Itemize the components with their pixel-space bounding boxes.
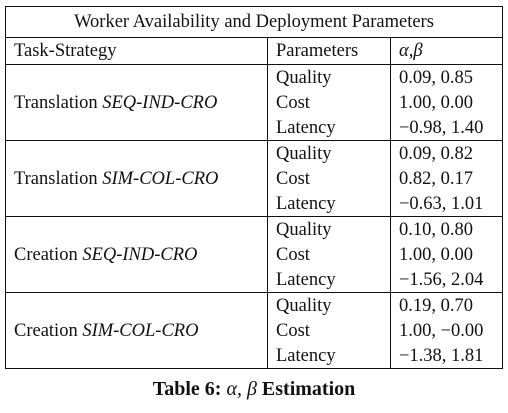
strategy-name: SIM-COL-CRO <box>82 320 199 341</box>
header-alpha-beta: α,β <box>390 37 503 65</box>
header-row: Task-Strategy Parameters α,β <box>5 37 503 65</box>
value-cell: −0.63, 1.01 <box>390 191 503 217</box>
task-name: Creation <box>14 244 78 265</box>
caption-greek: α, β <box>226 378 257 400</box>
parameter-cell: Cost <box>267 90 391 115</box>
header-task-strategy: Task-Strategy <box>5 37 268 65</box>
table-row: Creation SIM-COL-CRO Quality 0.19, 0.70 <box>5 292 503 369</box>
table-row: Cost 0.82, 0.17 <box>6 166 503 191</box>
strategy-name: SIM-COL-CRO <box>102 168 219 189</box>
caption-text: Estimation <box>261 378 356 400</box>
table-row: Cost 1.00, 0.00 <box>6 90 503 115</box>
parameter-cell: Cost <box>267 242 391 267</box>
task-name: Translation <box>14 168 98 189</box>
value-cell: 0.82, 0.17 <box>390 166 503 191</box>
table-row: Translation SIM-COL-CRO Quality 0.09, 0.82 <box>5 140 503 217</box>
parameter-cell: Quality <box>267 216 391 242</box>
value-cell: 0.09, 0.85 <box>390 64 503 90</box>
caption-label: Table 6: <box>152 378 222 400</box>
table-body: Translation SEQ-IND-CRO Quality 0.09, 0.85… <box>5 64 503 369</box>
strategy-name: SEQ-IND-CRO <box>102 92 218 113</box>
value-cell: 0.09, 0.82 <box>390 140 503 166</box>
task-strategy-cell: Translation SEQ-IND-CRO <box>5 64 268 141</box>
value-cell: 1.00, 0.00 <box>390 90 503 115</box>
value-cell: −1.56, 2.04 <box>390 267 503 293</box>
value-cell: −1.38, 1.81 <box>390 343 503 369</box>
table-row: Cost 1.00, −0.00 <box>6 318 503 343</box>
table-row: Cost 1.00, 0.00 <box>6 242 503 267</box>
parameter-cell: Latency <box>267 115 391 141</box>
task-strategy-cell: Creation SIM-COL-CRO <box>5 292 268 369</box>
strategy-name: SEQ-IND-CRO <box>82 244 198 265</box>
value-cell: 1.00, 0.00 <box>390 242 503 267</box>
parameter-cell: Latency <box>267 343 391 369</box>
table-row: Latency −1.38, 1.81 <box>6 343 503 369</box>
value-cell: 0.19, 0.70 <box>390 292 503 318</box>
task-strategy-cell: Translation SIM-COL-CRO <box>5 140 268 217</box>
table-caption: Table 6: α, β Estimation <box>0 378 508 401</box>
table-row: Translation SEQ-IND-CRO Quality 0.09, 0.85 <box>5 64 503 141</box>
parameter-cell: Cost <box>267 318 391 343</box>
parameter-cell: Latency <box>267 191 391 217</box>
task-name: Creation <box>14 320 78 341</box>
value-cell: −0.98, 1.40 <box>390 115 503 141</box>
table-title-row: Worker Availability and Deployment Param… <box>5 6 503 38</box>
value-cell: 1.00, −0.00 <box>390 318 503 343</box>
table-row: Creation SEQ-IND-CRO Quality 0.10, 0.80 <box>5 216 503 293</box>
table-title: Worker Availability and Deployment Param… <box>5 6 503 38</box>
parameter-cell: Latency <box>267 267 391 293</box>
parameters-table: Worker Availability and Deployment Param… <box>5 6 503 369</box>
value-cell: 0.10, 0.80 <box>390 216 503 242</box>
parameter-cell: Quality <box>267 292 391 318</box>
parameter-cell: Quality <box>267 140 391 166</box>
table-row: Latency −1.56, 2.04 <box>6 267 503 293</box>
parameter-cell: Quality <box>267 64 391 90</box>
parameter-cell: Cost <box>267 166 391 191</box>
header-parameters: Parameters <box>267 37 391 65</box>
task-strategy-cell: Creation SEQ-IND-CRO <box>5 216 268 293</box>
task-name: Translation <box>14 92 98 113</box>
